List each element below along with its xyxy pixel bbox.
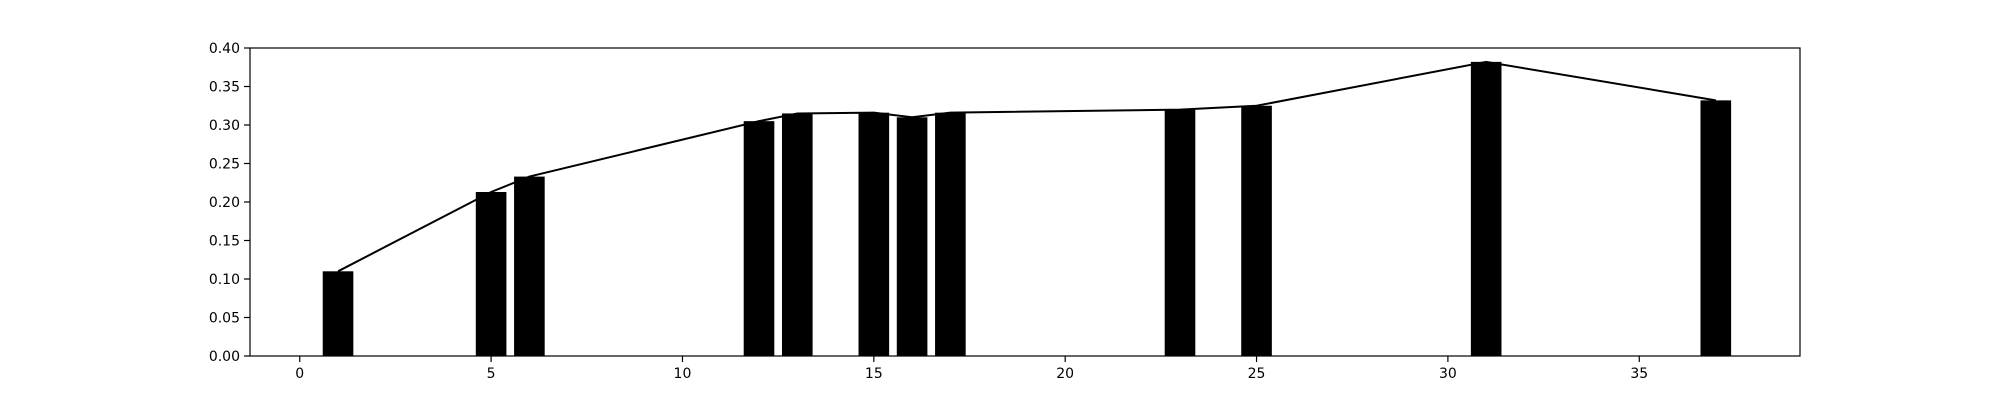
bar-23 bbox=[1164, 109, 1196, 356]
x-tick-label-5: 5 bbox=[487, 366, 496, 382]
bar-13 bbox=[781, 113, 813, 356]
y-tick-label-6: 0.30 bbox=[209, 118, 240, 134]
bar-17 bbox=[935, 112, 966, 357]
bar-25 bbox=[1241, 105, 1272, 356]
x-tick-label-15: 15 bbox=[865, 366, 883, 382]
x-tick-label-20: 20 bbox=[1056, 366, 1074, 382]
y-tick-label-3: 0.15 bbox=[209, 234, 240, 250]
bar-12 bbox=[743, 121, 775, 357]
bars-group bbox=[322, 61, 1732, 357]
x-tick-label-0: 0 bbox=[295, 366, 304, 382]
x-tick-label-25: 25 bbox=[1248, 366, 1266, 382]
y-tick-label-5: 0.25 bbox=[209, 157, 240, 173]
axes-group: 0 5 10 15 20 25 30 35 0.00 0.05 0.10 0.15 0.20 0.25 0.… bbox=[209, 41, 1801, 382]
bar-5 bbox=[475, 191, 507, 356]
bar-31 bbox=[1470, 61, 1502, 357]
bar-15 bbox=[858, 112, 890, 357]
series-line bbox=[337, 60, 1716, 273]
x-tick-label-30: 30 bbox=[1439, 366, 1457, 382]
y-tick-label-1: 0.05 bbox=[209, 311, 240, 327]
x-tick-label-35: 35 bbox=[1630, 366, 1648, 382]
y-tick-label-8: 0.40 bbox=[209, 41, 240, 57]
y-tick-label-4: 0.20 bbox=[209, 195, 240, 211]
line-group bbox=[337, 60, 1716, 273]
y-tick-label-7: 0.35 bbox=[209, 80, 240, 96]
bar-1 bbox=[322, 271, 354, 356]
bar-6 bbox=[514, 176, 545, 356]
y-tick-label-0: 0.00 bbox=[209, 349, 240, 365]
bar-37 bbox=[1700, 100, 1732, 356]
y-tick-label-2: 0.10 bbox=[209, 272, 240, 288]
bar-16 bbox=[896, 117, 928, 356]
x-tick-label-10: 10 bbox=[674, 366, 692, 382]
